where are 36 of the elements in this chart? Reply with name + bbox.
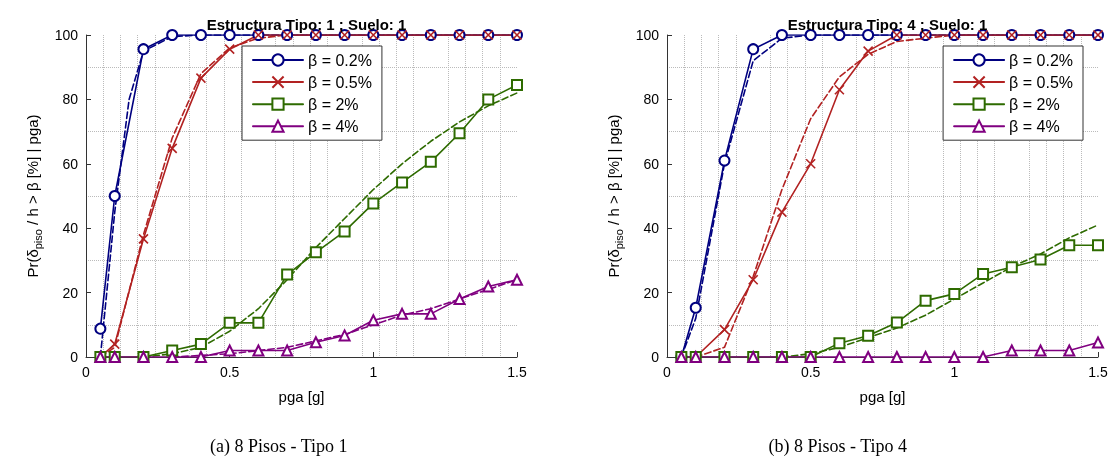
text: (a) 8 Pisos - Tipo 1 [210, 436, 348, 457]
legend-label: β = 2% [1009, 95, 1060, 113]
y-tick-label: 80 [62, 91, 79, 108]
y-axis-title: Pr(δpiso / h > β [%] | pga) [605, 114, 626, 278]
legend-label: β = 0.2% [308, 51, 372, 69]
x-tick-label: 0 [663, 364, 672, 380]
x-tick-label: 1 [369, 364, 378, 380]
legend-label: β = 0.2% [1009, 51, 1073, 69]
legend-label: β = 4% [1009, 117, 1060, 135]
y-tick-label: 20 [643, 284, 660, 301]
x-tick-label: 1.5 [507, 364, 527, 380]
y-tick-label: 40 [62, 220, 79, 237]
x-tick-label: 0.5 [800, 364, 821, 380]
y-tick-label: 0 [651, 349, 660, 365]
x-axis-title: pga [g] [859, 388, 906, 405]
x-tick-label: 0 [82, 364, 91, 380]
x-tick-label: 0.5 [219, 364, 240, 380]
x-tick-label: 1.5 [1088, 364, 1108, 380]
text: (b) 8 Pisos - Tipo 4 [768, 436, 908, 457]
legend-label: β = 0.5% [1009, 73, 1073, 91]
x-tick-label: 1 [950, 364, 959, 380]
y-axis-title: Pr(δpiso / h > β [%] | pga) [24, 114, 45, 278]
y-tick-label: 40 [643, 220, 660, 237]
chart-title: Estructura Tipo: 1 ; Suelo: 1 [206, 16, 407, 33]
y-tick-label: 60 [643, 155, 660, 172]
x-axis-title: pga [g] [278, 388, 325, 405]
chart-title: Estructura Tipo: 4 ; Suelo: 1 [787, 16, 988, 33]
legend-label: β = 2% [308, 95, 359, 113]
legend-label: β = 4% [308, 117, 359, 135]
y-tick-label: 20 [62, 284, 79, 301]
y-tick-label: 60 [62, 155, 79, 172]
y-tick-label: 80 [643, 91, 660, 108]
y-tick-label: 100 [635, 27, 660, 43]
y-tick-label: 0 [70, 349, 79, 365]
y-tick-label: 100 [54, 27, 79, 43]
legend-label: β = 0.5% [308, 73, 372, 91]
